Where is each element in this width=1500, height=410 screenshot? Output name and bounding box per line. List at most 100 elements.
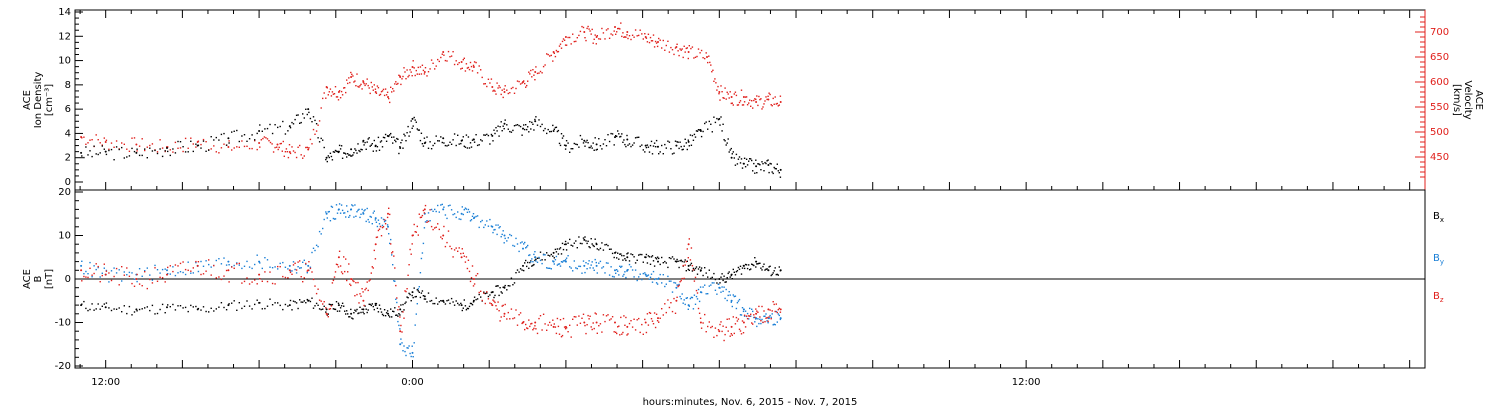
- by-point: [460, 218, 462, 221]
- by-point: [449, 204, 451, 206]
- by-point: [541, 262, 543, 265]
- bx-point: [647, 255, 650, 257]
- density-axis-label-line2: Ion Density: [33, 72, 44, 129]
- by-point: [468, 211, 471, 213]
- bx-point: [564, 240, 567, 243]
- velocity-point: [542, 65, 545, 68]
- bx-point: [243, 305, 246, 307]
- bx-point: [762, 265, 764, 268]
- by-point: [680, 298, 682, 300]
- velocity-point: [466, 67, 469, 69]
- velocity-point: [320, 107, 322, 109]
- by-point: [457, 211, 459, 213]
- velocity-point: [549, 55, 551, 57]
- velocity-point: [248, 147, 251, 150]
- velocity-point: [184, 137, 187, 140]
- velocity-point: [555, 49, 558, 52]
- density-point: [302, 113, 304, 115]
- by-point: [739, 314, 742, 316]
- velocity-point: [197, 140, 200, 142]
- bz-point: [350, 284, 352, 287]
- density-point: [533, 129, 535, 131]
- density-point: [317, 137, 319, 139]
- density-point: [510, 131, 513, 133]
- velocity-point: [496, 82, 498, 84]
- field-axis-label-line2: B: [33, 275, 44, 282]
- bx-point: [126, 312, 128, 315]
- density-point: [133, 150, 136, 153]
- bz-point: [390, 243, 392, 245]
- bz-point: [383, 219, 386, 221]
- bz-point: [264, 271, 266, 273]
- bz-point: [557, 325, 560, 328]
- by-point: [601, 267, 603, 269]
- bx-point: [680, 259, 682, 261]
- velocity-point: [771, 105, 773, 107]
- bx-point: [684, 259, 686, 261]
- bx-point: [550, 253, 552, 256]
- by-point: [516, 243, 519, 245]
- velocity-point: [346, 79, 348, 81]
- by-point: [639, 273, 641, 275]
- bz-point: [550, 324, 552, 326]
- bz-point: [693, 280, 696, 282]
- bx-point: [768, 266, 770, 268]
- bx-point: [489, 294, 491, 296]
- by-point: [452, 213, 454, 216]
- density-point: [418, 129, 420, 131]
- by-point: [103, 267, 105, 269]
- bx-point: [638, 254, 640, 256]
- density-point: [710, 123, 712, 125]
- velocity-point: [370, 81, 372, 84]
- bx-point-anchor: [227, 304, 230, 307]
- by-point: [220, 263, 223, 265]
- bx-point: [411, 294, 413, 297]
- by-point: [528, 254, 530, 257]
- velocity-point: [336, 96, 339, 98]
- velocity-point: [578, 34, 580, 37]
- bx-point-anchor: [503, 286, 506, 289]
- density-point: [484, 134, 486, 136]
- density-point: [561, 137, 564, 139]
- bz-point: [284, 276, 287, 279]
- velocity-point: [411, 75, 413, 77]
- velocity-point: [623, 36, 625, 38]
- velocity-point: [557, 50, 560, 53]
- density-point: [248, 138, 251, 140]
- density-point: [344, 152, 346, 154]
- by-point: [406, 347, 408, 349]
- bx-point: [539, 251, 542, 253]
- by-point: [512, 244, 514, 247]
- by-point: [352, 205, 354, 207]
- bx-point: [398, 313, 400, 315]
- bz-point: [332, 279, 335, 282]
- density-point: [529, 121, 531, 123]
- by-point: [241, 267, 243, 270]
- by-point: [264, 257, 266, 259]
- density-point: [546, 132, 548, 135]
- by-point: [735, 307, 738, 310]
- density-point: [384, 133, 387, 136]
- by-point: [368, 221, 370, 223]
- bz-point-anchor: [699, 321, 702, 324]
- bx-point: [174, 309, 177, 311]
- bx-point: [251, 308, 253, 310]
- density-point: [676, 141, 678, 143]
- by-point: [536, 261, 539, 263]
- velocity-point: [457, 63, 459, 66]
- density-point: [765, 162, 767, 165]
- velocity-point: [627, 37, 629, 40]
- velocity-point: [626, 34, 628, 36]
- by-point: [328, 210, 330, 213]
- density-point: [483, 134, 485, 136]
- velocity-point-anchor: [583, 31, 586, 33]
- bx-point: [330, 304, 333, 306]
- bx-point-anchor: [362, 308, 365, 311]
- bx-point: [187, 310, 189, 313]
- by-point: [760, 322, 762, 325]
- density-point: [513, 125, 516, 127]
- velocity-point: [413, 67, 415, 69]
- bx-point: [741, 267, 744, 269]
- bx-point: [339, 307, 342, 309]
- velocity-point: [105, 139, 108, 141]
